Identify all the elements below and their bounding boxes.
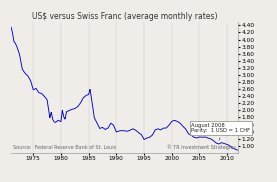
Title: US$ versus Swiss Franc (average monthly rates): US$ versus Swiss Franc (average monthly … — [32, 12, 217, 21]
Text: August 2008
Parity:  1 USD = 1 CHF: August 2008 Parity: 1 USD = 1 CHF — [191, 123, 250, 140]
Text: Source:  Federal Reserve Bank of St. Louis: Source: Federal Reserve Bank of St. Loui… — [13, 145, 116, 150]
Text: © TR Investment Strategies: © TR Investment Strategies — [167, 145, 236, 150]
